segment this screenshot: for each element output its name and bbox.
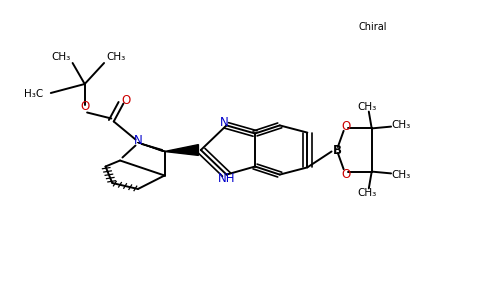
Text: NH: NH [218,172,235,185]
Text: B: B [333,143,342,157]
Text: Chiral: Chiral [359,22,387,32]
Text: CH₃: CH₃ [51,52,70,62]
Text: O: O [121,94,131,107]
Text: CH₃: CH₃ [357,101,377,112]
Text: CH₃: CH₃ [106,52,126,62]
Text: N: N [220,116,228,129]
Text: O: O [80,100,90,113]
Polygon shape [165,145,198,155]
Text: O: O [341,167,351,181]
Text: N: N [134,134,142,148]
Text: CH₃: CH₃ [391,120,410,130]
Text: O: O [341,119,351,133]
Text: CH₃: CH₃ [357,188,377,199]
Text: H₃C: H₃C [24,89,44,100]
Text: CH₃: CH₃ [391,169,410,180]
